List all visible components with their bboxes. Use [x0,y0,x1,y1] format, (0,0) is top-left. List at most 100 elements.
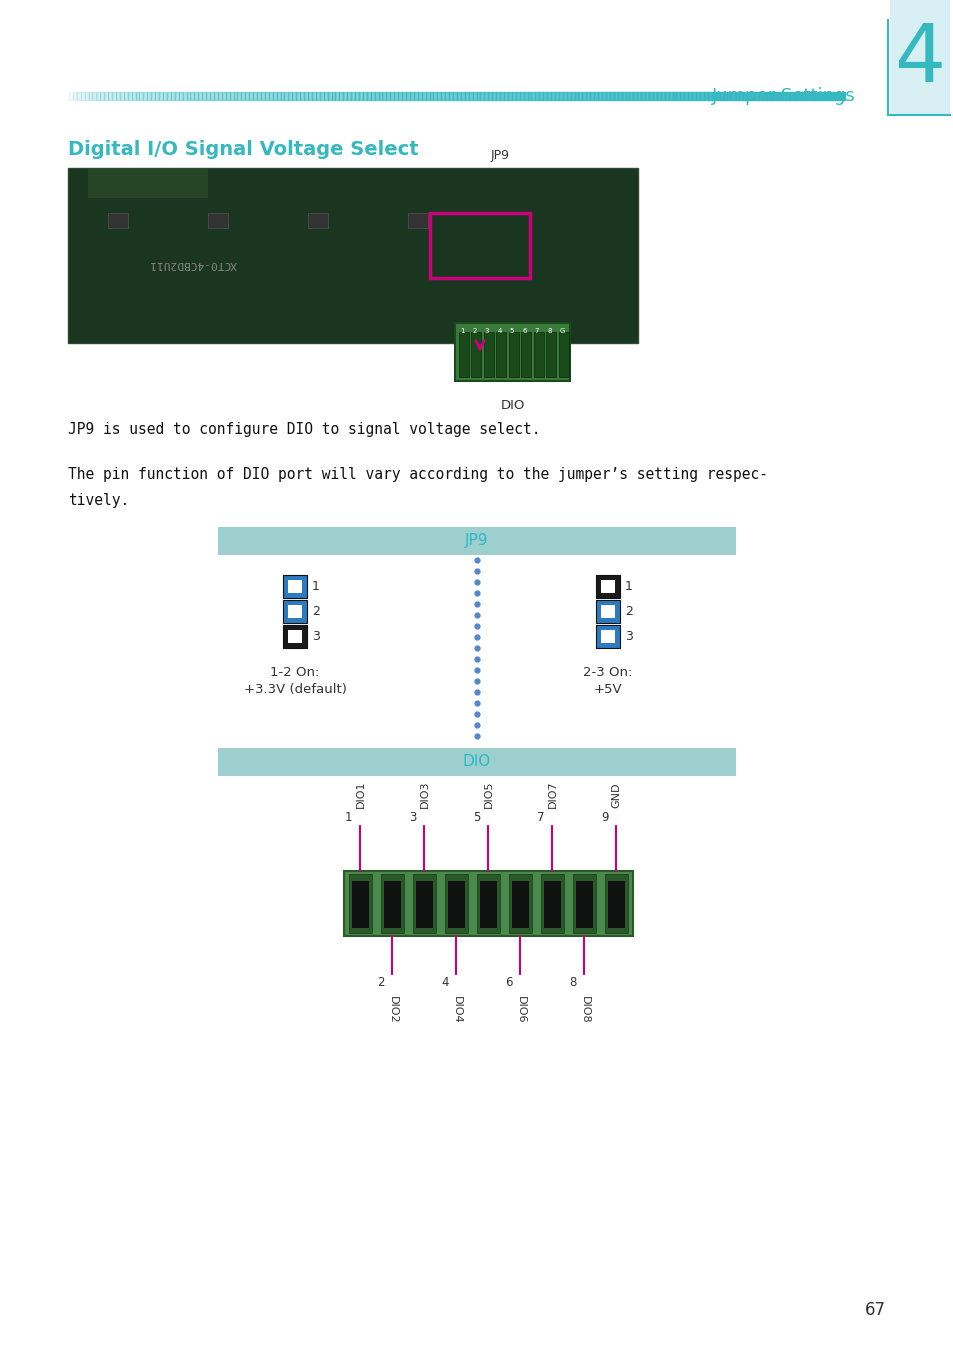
Bar [448,882,464,927]
Bar [283,599,307,622]
Text: 3: 3 [312,630,319,643]
Text: 1-2 On:: 1-2 On: [270,666,319,679]
Text: +3.3V (default): +3.3V (default) [243,683,346,697]
Text: The pin function of DIO port will vary according to the jumper’s setting respec-: The pin function of DIO port will vary a… [68,467,767,482]
Text: 6: 6 [521,328,526,333]
Bar [288,605,302,618]
Bar [576,882,593,927]
Bar [512,882,529,927]
Text: JP9: JP9 [490,148,509,162]
Text: 6: 6 [504,976,512,990]
Text: GND: GND [611,783,620,809]
Text: DIO3: DIO3 [419,780,429,809]
Text: 8: 8 [547,328,551,333]
Bar [408,213,428,228]
Bar [509,332,518,377]
Text: +5V: +5V [593,683,621,697]
Text: DIO: DIO [462,755,491,770]
Bar [596,599,619,622]
Bar [430,213,530,278]
Text: 7: 7 [535,328,538,333]
Text: 2-3 On:: 2-3 On: [582,666,632,679]
Bar [218,526,735,555]
Bar [208,213,228,228]
Bar [573,873,596,933]
Text: 3: 3 [409,811,416,824]
Bar [384,882,400,927]
Text: 3: 3 [484,328,489,333]
Text: 4: 4 [440,976,448,990]
Bar [600,580,615,593]
Text: 7: 7 [537,811,544,824]
Text: JP9: JP9 [465,533,488,548]
Text: 3: 3 [624,630,632,643]
Text: 5: 5 [473,811,480,824]
Bar [416,882,433,927]
Bar [108,213,128,228]
Bar [479,882,497,927]
Text: 4: 4 [894,22,944,99]
Bar [889,0,949,115]
Text: tively.: tively. [68,493,129,508]
Bar [607,882,624,927]
Text: DIO5: DIO5 [483,780,493,809]
Bar [596,625,619,648]
Bar [546,332,556,377]
Text: DIO8: DIO8 [578,996,589,1023]
Bar [540,873,563,933]
Text: 5: 5 [509,328,514,333]
Text: DIO2: DIO2 [387,996,397,1023]
Text: 2: 2 [312,605,319,618]
Bar [344,871,633,936]
Bar [88,167,208,198]
Text: 1: 1 [459,328,464,333]
Bar [380,873,403,933]
Bar [600,630,615,643]
Bar [471,332,481,377]
Bar [444,873,468,933]
Bar [288,580,302,593]
Bar [68,167,638,343]
Bar [283,625,307,648]
Text: DIO1: DIO1 [355,780,365,809]
Text: Digital I/O Signal Voltage Select: Digital I/O Signal Voltage Select [68,140,418,159]
Text: DIO6: DIO6 [515,996,525,1023]
Bar [288,630,302,643]
Bar [596,575,619,598]
Text: 2: 2 [624,605,632,618]
Bar [543,882,560,927]
Bar [352,882,369,927]
Bar [455,323,569,381]
Bar [604,873,627,933]
Text: 1: 1 [345,811,352,824]
Text: DIO: DIO [499,400,524,412]
Text: 2: 2 [472,328,476,333]
Bar [483,332,494,377]
Text: 9: 9 [600,811,608,824]
Text: 4: 4 [497,328,501,333]
Text: 67: 67 [863,1301,884,1319]
Bar [534,332,543,377]
Bar [476,873,499,933]
Bar [308,213,328,228]
Bar [349,873,372,933]
Text: Jumper Settings: Jumper Settings [712,86,855,105]
Text: 1: 1 [624,580,632,593]
Bar [509,873,532,933]
Text: JP9 is used to configure DIO to signal voltage select.: JP9 is used to configure DIO to signal v… [68,423,540,437]
Text: XCT0-4CBD2U11: XCT0-4CBD2U11 [150,259,237,269]
Bar [458,332,469,377]
Bar [600,605,615,618]
Bar [558,332,568,377]
Text: 1: 1 [312,580,319,593]
Text: G: G [558,328,564,333]
Bar [521,332,531,377]
Text: DIO4: DIO4 [451,996,461,1023]
Bar [413,873,436,933]
Text: 2: 2 [376,976,384,990]
Text: 8: 8 [569,976,576,990]
Bar [218,748,735,776]
Bar [283,575,307,598]
Bar [496,332,506,377]
Text: DIO7: DIO7 [547,780,557,809]
